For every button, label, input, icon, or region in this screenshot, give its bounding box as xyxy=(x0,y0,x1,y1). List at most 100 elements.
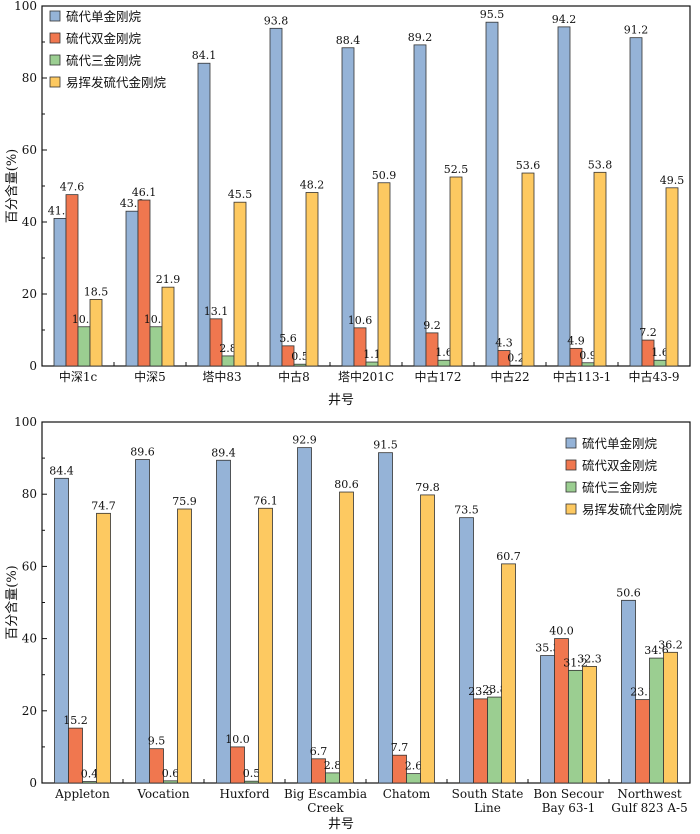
data-label: 91.2 xyxy=(624,24,649,37)
data-label: 50.6 xyxy=(616,586,641,599)
bar xyxy=(501,563,516,784)
x-tick-label: Chatom xyxy=(383,787,431,801)
data-label: 73.5 xyxy=(454,504,479,517)
bar xyxy=(297,447,312,784)
bar xyxy=(653,359,667,367)
x-tick-label: Bon Secour xyxy=(533,787,604,801)
data-label: 93.8 xyxy=(264,14,289,27)
legend-label: 硫代单金刚烷 xyxy=(66,9,142,24)
bar xyxy=(311,758,326,784)
bar xyxy=(96,512,111,784)
legend-label: 硫代三金刚烷 xyxy=(582,480,658,495)
data-label: 15.2 xyxy=(63,714,88,727)
x-tick-label: Appleton xyxy=(54,787,110,801)
bar xyxy=(163,780,178,784)
data-label: 7.2 xyxy=(639,326,657,339)
data-label: 53.8 xyxy=(588,158,613,171)
bar xyxy=(509,364,523,367)
x-tick-label: Line xyxy=(474,801,501,815)
legend-swatch xyxy=(49,76,61,88)
bar xyxy=(497,350,511,367)
data-label: 1.6 xyxy=(651,346,669,359)
legend-label: 硫代双金刚烷 xyxy=(66,31,142,46)
data-label: 0.6 xyxy=(162,767,180,780)
data-label: 31.2 xyxy=(563,656,588,669)
legend-label: 易挥发硫代金刚烷 xyxy=(582,502,683,517)
bar xyxy=(281,345,295,367)
data-label: 18.5 xyxy=(84,285,109,298)
data-label: 1.6 xyxy=(435,346,453,359)
bar xyxy=(269,27,283,367)
data-label: 5.6 xyxy=(279,332,297,345)
data-label: 10.6 xyxy=(348,314,373,327)
data-label: 49.5 xyxy=(660,174,685,187)
bar xyxy=(325,772,340,784)
bar xyxy=(365,361,379,367)
bar xyxy=(582,665,597,784)
data-label: 91.5 xyxy=(373,439,398,452)
x-tick-label: 中古172 xyxy=(415,369,462,384)
bar xyxy=(65,194,79,367)
x-axis-label: 井号 xyxy=(328,817,354,832)
data-label: 95.5 xyxy=(480,8,505,21)
bar xyxy=(54,477,69,784)
bar xyxy=(161,286,175,367)
x-tick-label: Big Escambia xyxy=(284,787,367,801)
bar xyxy=(68,727,83,784)
data-label: 53.6 xyxy=(516,159,541,172)
data-label: 50.9 xyxy=(372,169,397,182)
data-label: 0.5 xyxy=(291,350,309,363)
x-tick-label: 中古22 xyxy=(490,369,529,384)
x-tick-label: 塔中83 xyxy=(202,369,241,384)
bar xyxy=(569,347,583,367)
bar xyxy=(425,332,439,367)
data-label: 89.2 xyxy=(408,31,433,44)
bar xyxy=(449,176,463,367)
bar xyxy=(353,327,367,367)
data-label: 45.5 xyxy=(228,188,253,201)
bar xyxy=(540,655,555,784)
bar xyxy=(230,746,245,784)
data-label: 23.8 xyxy=(482,683,507,696)
data-label: 21.9 xyxy=(156,273,181,286)
y-tick-label: 100 xyxy=(14,415,37,429)
bar xyxy=(341,47,355,367)
data-label: 94.2 xyxy=(552,13,577,26)
bar xyxy=(216,459,231,784)
bar xyxy=(581,362,595,367)
data-label: 23.3 xyxy=(468,685,493,698)
x-tick-label: 中古113-1 xyxy=(553,369,612,384)
x-tick-label: South State xyxy=(452,787,524,801)
data-label: 34.6 xyxy=(644,644,669,657)
bar xyxy=(137,199,151,367)
data-label: 7.7 xyxy=(391,741,409,754)
bar xyxy=(53,217,67,367)
bar xyxy=(459,517,474,784)
bar xyxy=(377,182,391,367)
x-tick-label: 中深1c xyxy=(59,369,98,384)
y-tick-label: 20 xyxy=(22,287,37,301)
bar xyxy=(649,657,664,784)
data-label: 4.3 xyxy=(495,337,513,350)
y-tick-label: 60 xyxy=(22,143,37,157)
data-label: 80.6 xyxy=(334,478,359,491)
data-label: 9.5 xyxy=(148,735,166,748)
data-label: 4.9 xyxy=(567,334,585,347)
data-label: 2.8 xyxy=(324,759,342,772)
data-label: 23.1 xyxy=(630,686,655,699)
legend-swatch xyxy=(565,459,577,471)
data-label: 32.3 xyxy=(577,652,602,665)
bar xyxy=(420,494,435,784)
bar xyxy=(244,780,259,784)
y-tick-label: 100 xyxy=(14,0,37,13)
x-tick-label: Huxford xyxy=(219,787,269,801)
x-tick-label: 中古8 xyxy=(278,369,310,384)
legend-label: 硫代三金刚烷 xyxy=(66,53,142,68)
bar xyxy=(149,748,164,784)
chart-bottom: 0 20 40 60 80 100 84.4 89.6 89.4 92.9 91.5 73.5 35.3… xyxy=(4,415,691,832)
bar xyxy=(437,359,451,367)
bar xyxy=(339,491,354,784)
data-label: 60.7 xyxy=(496,550,521,563)
y-tick-label: 80 xyxy=(22,487,37,501)
